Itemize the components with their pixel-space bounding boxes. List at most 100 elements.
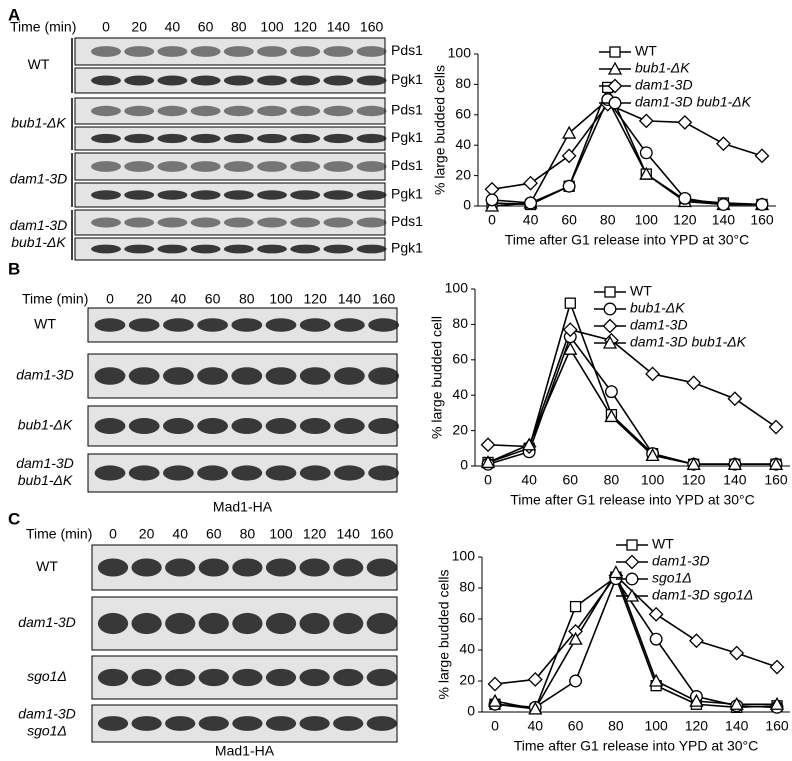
blot-band — [333, 668, 364, 687]
marker — [527, 672, 543, 687]
blot-caption: Mad1-HA — [215, 743, 275, 759]
marker — [645, 366, 660, 382]
blot-band — [257, 46, 287, 57]
marker — [639, 146, 653, 160]
marker — [607, 78, 623, 94]
blot-band — [232, 716, 263, 731]
x-tick-label: 0 — [484, 472, 492, 488]
marker — [524, 196, 538, 210]
legend-label: bub1-ΔK — [635, 60, 690, 76]
blot-band — [356, 217, 387, 228]
marker — [485, 193, 499, 207]
x-tick-label: 80 — [600, 212, 616, 228]
legend-label: sgo1Δ — [652, 570, 692, 586]
blot-band — [366, 612, 397, 635]
blot-band — [334, 367, 365, 385]
blot-band — [257, 161, 287, 172]
y-tick-label: 0 — [467, 703, 475, 719]
lane-label: 140 — [337, 526, 361, 542]
lane-label: 40 — [171, 291, 187, 307]
blot-band — [97, 558, 129, 577]
x-tick-label: 0 — [488, 212, 496, 228]
y-tick-label: 20 — [452, 421, 468, 437]
marker — [562, 179, 576, 193]
blot-band — [366, 668, 397, 687]
lane-label: 20 — [139, 526, 155, 542]
marker — [609, 46, 621, 58]
blot-band — [165, 558, 196, 577]
time-label: Time (min) — [26, 526, 92, 542]
blot-band — [257, 217, 287, 228]
x-tick-label: 0 — [491, 718, 499, 734]
blot-band — [124, 190, 155, 200]
blot-band — [157, 190, 188, 200]
marker — [649, 673, 664, 687]
blot-band — [124, 244, 155, 254]
x-tick-label: 160 — [765, 718, 789, 734]
row-label: bub1-ΔK — [11, 115, 66, 131]
y-tick-label: 20 — [459, 672, 475, 688]
band-label: Pgk1 — [391, 240, 423, 256]
blot-band — [157, 46, 188, 57]
blot-band — [190, 75, 221, 86]
blot-band — [128, 318, 160, 332]
x-tick-label: 60 — [562, 472, 578, 488]
blot-band — [157, 105, 188, 117]
marker — [608, 565, 623, 579]
x-tick-label: 100 — [635, 212, 659, 228]
blot-band — [323, 244, 354, 254]
marker — [626, 539, 638, 551]
blot-band — [97, 716, 129, 731]
row-label: sgo1Δ — [27, 668, 67, 684]
marker — [769, 696, 785, 710]
blot-band — [299, 558, 330, 577]
y-tick-label: 60 — [459, 610, 475, 626]
y-tick-label: 40 — [455, 136, 471, 152]
lane-label: 160 — [372, 291, 396, 307]
marker — [689, 633, 704, 649]
row-label: dam1-3D — [18, 614, 76, 630]
blot-band — [198, 612, 229, 635]
x-tick-label: 40 — [521, 472, 537, 488]
x-axis-title: Time after G1 release into YPD at 30°C — [505, 232, 750, 248]
blot-band — [190, 161, 221, 172]
marker — [569, 674, 583, 688]
y-tick-label: 80 — [452, 315, 468, 331]
lane-label: 60 — [206, 526, 222, 542]
lane-label: 140 — [338, 291, 362, 307]
row-label: WT — [36, 558, 58, 574]
blot-band — [299, 418, 331, 434]
time-label: Time (min) — [22, 291, 88, 307]
blot-band — [368, 465, 399, 481]
blot-band — [290, 217, 321, 228]
blot-band — [290, 75, 321, 86]
y-tick-label: 0 — [463, 197, 471, 213]
x-tick-label: 40 — [527, 718, 543, 734]
x-tick-label: 120 — [673, 212, 697, 228]
y-axis-title: % large budded cell — [429, 316, 445, 439]
blot-band — [323, 217, 354, 228]
blot-band — [231, 367, 263, 385]
series-line — [491, 85, 763, 206]
marker — [645, 448, 660, 462]
blot-band — [299, 612, 330, 635]
blot-band — [190, 46, 221, 57]
blot-band — [223, 161, 254, 172]
x-tick-label: 140 — [723, 472, 747, 488]
row-label: dam1-3D — [10, 171, 68, 187]
blot-band — [163, 318, 194, 332]
marker — [602, 335, 618, 349]
marker — [727, 456, 742, 470]
lane-label: 40 — [172, 526, 188, 542]
blot-band — [91, 75, 121, 86]
marker — [755, 198, 769, 211]
lane-label: 0 — [109, 526, 117, 542]
blot-band — [165, 668, 196, 687]
blot-band — [197, 465, 228, 481]
blot-band — [131, 716, 162, 731]
marker — [769, 659, 785, 675]
series-line — [491, 103, 763, 191]
blot-band — [223, 190, 254, 200]
y-tick-label: 60 — [455, 106, 471, 122]
